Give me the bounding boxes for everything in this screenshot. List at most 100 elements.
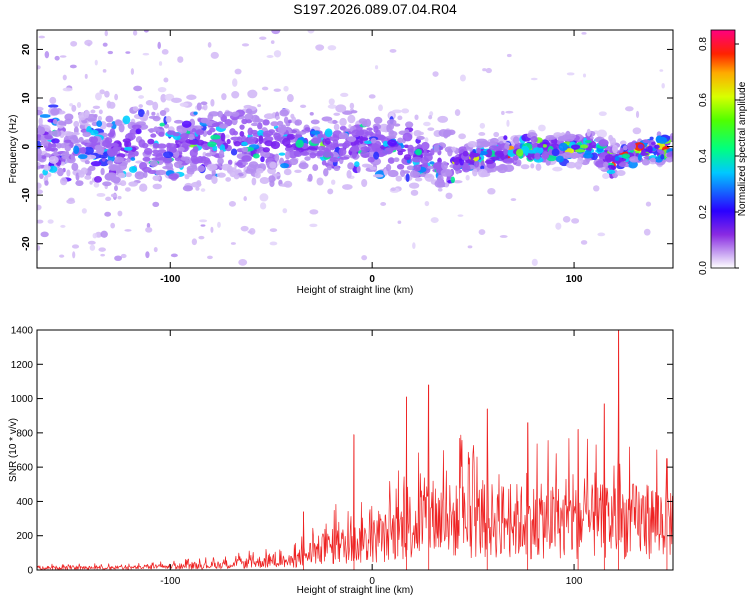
heatmap-cell	[135, 128, 142, 135]
heatmap-cell	[505, 110, 514, 114]
heatmap-cell	[463, 161, 469, 170]
heatmap-cell	[72, 251, 76, 259]
heatmap-cell	[61, 152, 69, 160]
heatmap-cell	[247, 230, 253, 234]
heatmap-cell	[241, 43, 250, 47]
heatmap-cell	[403, 154, 412, 161]
snr-y-tick-label: 800	[16, 428, 33, 439]
heatmap-cell	[424, 137, 429, 143]
heatmap-cell	[637, 144, 644, 149]
heatmap-cell	[145, 227, 153, 233]
heatmap-cell	[419, 173, 426, 178]
spectrogram-y-tick-label: 20	[21, 43, 32, 55]
heatmap-cell	[447, 148, 453, 157]
heatmap-cell	[66, 198, 76, 205]
heatmap-cell	[120, 253, 127, 259]
heatmap-cell	[44, 134, 53, 140]
heatmap-cell	[150, 133, 157, 138]
heatmap-cell	[424, 173, 435, 182]
heatmap-cell	[314, 152, 323, 157]
heatmap-cell	[642, 139, 650, 143]
heatmap-cell	[107, 50, 114, 55]
heatmap-cell	[598, 111, 607, 117]
heatmap-cell	[71, 162, 79, 171]
heatmap-cell	[220, 132, 226, 142]
heatmap-cell	[487, 141, 498, 147]
heatmap-cell	[380, 202, 387, 206]
heatmap-cell	[245, 168, 255, 174]
heatmap-cell	[62, 131, 74, 136]
heatmap-cell	[361, 178, 368, 188]
heatmap-cell	[491, 156, 500, 161]
heatmap-cell	[450, 146, 457, 152]
heatmap-cell	[241, 161, 249, 166]
heatmap-cell	[317, 145, 327, 151]
heatmap-cell	[108, 101, 116, 109]
heatmap-cell	[567, 133, 577, 140]
heatmap-cell	[132, 106, 139, 112]
heatmap-cell	[81, 208, 87, 214]
heatmap-cell	[387, 139, 398, 147]
heatmap-cell	[37, 110, 43, 116]
heatmap-cell	[96, 192, 106, 197]
snr-x-label: Height of straight line (km)	[297, 585, 414, 596]
heatmap-cell	[158, 131, 165, 137]
heatmap-cell	[273, 50, 282, 58]
heatmap-cell	[37, 182, 42, 189]
heatmap-cell	[99, 89, 105, 95]
heatmap-cell	[649, 157, 656, 163]
heatmap-cell	[176, 160, 183, 165]
heatmap-cell	[515, 148, 524, 157]
heatmap-cell	[225, 134, 230, 139]
heatmap-cell	[482, 68, 487, 72]
heatmap-cell	[132, 30, 138, 36]
heatmap-cell	[188, 133, 195, 141]
heatmap-cell	[210, 134, 221, 141]
heatmap-cell	[124, 187, 131, 192]
heatmap-cell	[669, 133, 673, 142]
heatmap-cell	[527, 149, 536, 154]
heatmap-cell	[54, 55, 60, 61]
heatmap-cell	[147, 138, 155, 145]
heatmap-cell	[153, 246, 158, 253]
heatmap-cell	[90, 109, 96, 114]
heatmap-cell	[386, 135, 397, 139]
heatmap-cell	[64, 139, 72, 143]
heatmap-cell	[454, 109, 461, 117]
heatmap-cell	[373, 125, 379, 133]
heatmap-cell	[309, 111, 314, 116]
heatmap-cell	[44, 180, 49, 186]
heatmap-cell	[413, 129, 422, 137]
heatmap-cell	[84, 109, 90, 119]
heatmap-cell	[387, 169, 399, 178]
heatmap-cell	[590, 152, 598, 161]
heatmap-cell	[90, 136, 98, 144]
heatmap-cell	[641, 158, 650, 166]
heatmap-cell	[289, 158, 299, 166]
heatmap-cell	[257, 129, 265, 137]
heatmap-cell	[128, 166, 138, 173]
heatmap-cell	[104, 211, 112, 217]
snr-y-tick-label: 600	[16, 463, 33, 474]
heatmap-cell	[105, 122, 113, 128]
heatmap-cell	[520, 164, 530, 170]
heatmap-cell	[390, 187, 396, 192]
heatmap-cell	[487, 188, 496, 195]
heatmap-cell	[100, 230, 108, 238]
heatmap-cell	[89, 244, 96, 251]
heatmap-cell	[283, 85, 289, 92]
heatmap-cell	[581, 32, 587, 35]
heatmap-cell	[413, 164, 422, 172]
heatmap-cell	[393, 123, 401, 127]
heatmap-cell	[100, 167, 105, 176]
heatmap-cell	[458, 133, 466, 140]
heatmap-cell	[406, 165, 415, 171]
heatmap-cell	[645, 201, 652, 207]
heatmap-cell	[102, 139, 112, 148]
heatmap-cell	[87, 240, 96, 245]
heatmap-cell	[50, 107, 60, 116]
heatmap-cell	[580, 240, 588, 245]
heatmap-cell	[152, 175, 161, 181]
heatmap-cell	[37, 148, 42, 156]
